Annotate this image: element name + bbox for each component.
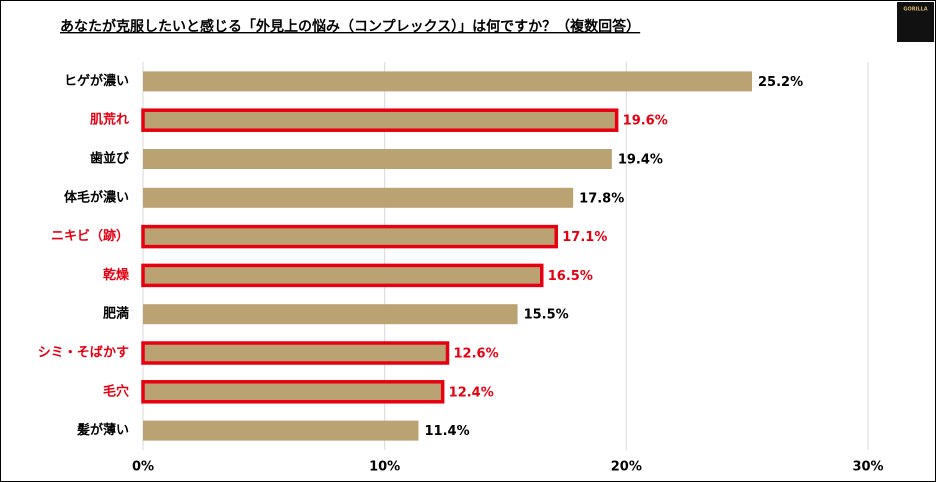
value-label: 17.1% [562, 230, 607, 245]
x-tick-label: 0% [132, 460, 154, 475]
bar [141, 380, 445, 404]
bar [143, 149, 612, 169]
y-tick-label: ニキビ（跡） [51, 228, 129, 244]
bar [143, 420, 419, 441]
value-label: 11.4% [425, 424, 470, 439]
y-tick-label: シミ・そばかす [38, 346, 129, 361]
bar [141, 341, 450, 365]
bar [143, 71, 752, 92]
x-tick-label: 20% [611, 460, 642, 475]
value-label: 25.2% [758, 75, 803, 90]
x-tick-label: 10% [369, 460, 400, 475]
y-tick-label: 髪が薄い [76, 422, 129, 438]
logo-box [897, 2, 934, 42]
bar [141, 224, 558, 249]
y-tick-label: 乾燥 [103, 267, 130, 283]
value-label: 12.6% [454, 347, 499, 362]
y-tick-label: 体毛が濃い [64, 189, 129, 205]
bar [141, 263, 544, 288]
y-tick-label: 毛穴 [103, 383, 129, 399]
value-label: 19.6% [623, 114, 668, 129]
value-label: 12.4% [449, 385, 494, 400]
chart-title: あなたが克服したいと感じる「外見上の悩み（コンプレックス）」は何ですか？（複数回… [60, 18, 640, 35]
y-tick-label: 肌荒れ [90, 112, 129, 128]
y-tick-label: ヒゲが濃い [64, 73, 129, 89]
y-tick-label: 歯並び [90, 151, 130, 167]
bar [141, 108, 619, 132]
logo: GORILLA [903, 7, 927, 13]
x-tick-label: 30% [852, 460, 883, 475]
value-label: 16.5% [548, 269, 593, 284]
value-label: 15.5% [524, 308, 569, 323]
value-label: 19.4% [618, 153, 663, 168]
y-tick-label: 肥満 [103, 306, 129, 322]
bar [143, 187, 574, 208]
value-label: 17.8% [579, 191, 624, 206]
bar [143, 304, 518, 325]
